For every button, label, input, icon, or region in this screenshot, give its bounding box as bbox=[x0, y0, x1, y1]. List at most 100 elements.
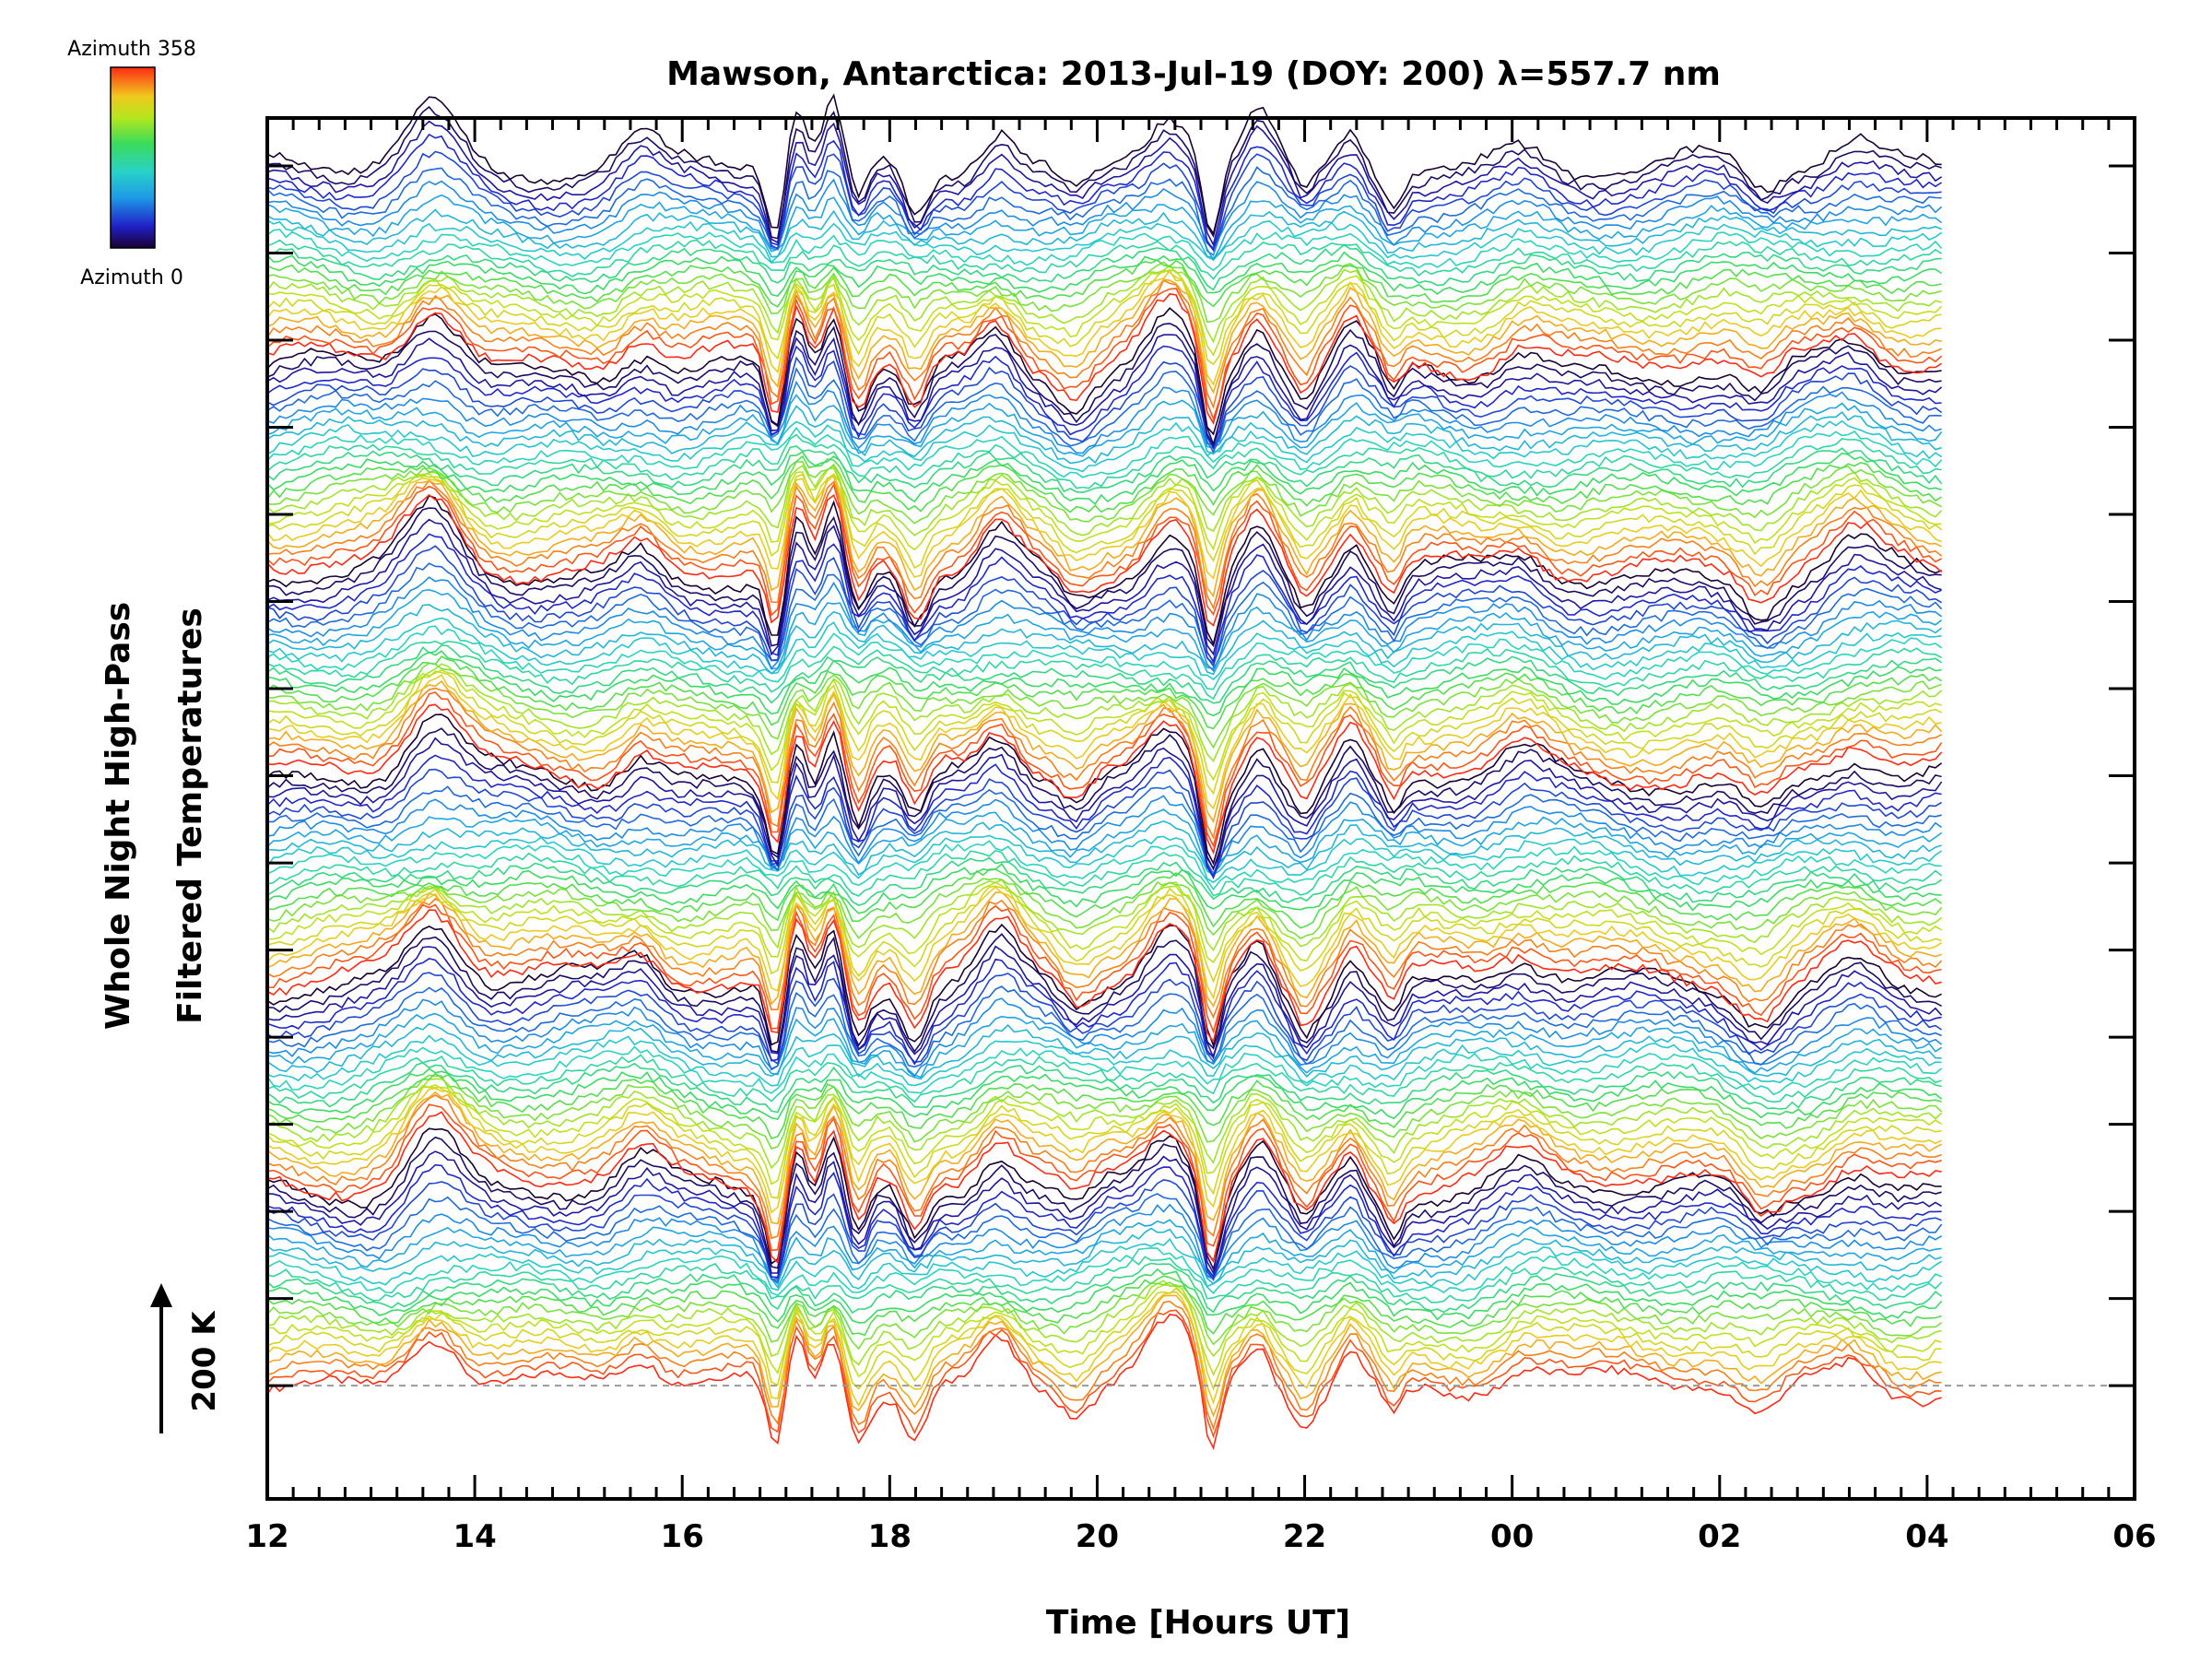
series-line bbox=[266, 93, 1942, 236]
series-line bbox=[266, 997, 1943, 1078]
series-line bbox=[266, 840, 1942, 891]
series-line bbox=[266, 1062, 1942, 1114]
series-line bbox=[266, 856, 1943, 906]
series-line bbox=[266, 1280, 1942, 1366]
series-line bbox=[266, 650, 1942, 717]
series-line bbox=[266, 292, 1943, 425]
series-line bbox=[266, 795, 1943, 875]
series-line bbox=[266, 862, 1942, 914]
series-line bbox=[266, 367, 1942, 454]
series-line bbox=[266, 239, 1943, 280]
series-line bbox=[266, 1300, 1942, 1431]
series-line bbox=[266, 1219, 1942, 1285]
scale-bar-arrowhead bbox=[150, 1283, 172, 1307]
series-line bbox=[266, 473, 1943, 570]
series-line bbox=[266, 662, 1942, 749]
series-line bbox=[266, 464, 1943, 537]
series-line bbox=[266, 1291, 1942, 1408]
series-line bbox=[266, 985, 1942, 1071]
colorbar: Azimuth 358 Azimuth 0 bbox=[67, 38, 196, 289]
x-tick-label: 02 bbox=[1698, 1518, 1741, 1555]
series-line bbox=[266, 909, 1942, 1044]
series-line bbox=[266, 655, 1943, 730]
series-line bbox=[266, 1072, 1942, 1140]
series-line bbox=[266, 494, 1942, 646]
series-line bbox=[266, 454, 1943, 513]
x-axis-ticks: 12 14 16 18 20 22 00 02 04 06 bbox=[245, 118, 2157, 1555]
series-line bbox=[266, 868, 1943, 929]
series-line bbox=[266, 219, 1943, 264]
series-line bbox=[266, 562, 1943, 665]
series-line bbox=[266, 269, 1942, 366]
scale-bar-label: 200 K bbox=[186, 1310, 223, 1412]
series-line bbox=[266, 426, 1943, 478]
series-line bbox=[266, 849, 1943, 897]
series-line bbox=[266, 903, 1942, 1034]
series-line bbox=[266, 1087, 1942, 1214]
series-line bbox=[266, 460, 1942, 525]
x-tick-label: 12 bbox=[245, 1518, 288, 1555]
series-line bbox=[266, 533, 1942, 664]
x-tick-label: 06 bbox=[2112, 1518, 2156, 1555]
series-line bbox=[266, 166, 1942, 251]
series-line bbox=[266, 1084, 1942, 1199]
series-line bbox=[266, 576, 1943, 673]
x-tick-label: 18 bbox=[868, 1518, 912, 1555]
series-line bbox=[266, 1074, 1943, 1150]
series-line bbox=[266, 617, 1942, 681]
series-line bbox=[266, 1163, 1942, 1279]
series-line bbox=[266, 1034, 1942, 1087]
series-line bbox=[266, 754, 1942, 879]
x-tick-label: 04 bbox=[1905, 1518, 1948, 1555]
series-line bbox=[266, 878, 1943, 939]
series-line bbox=[266, 451, 1942, 505]
series-line bbox=[266, 1287, 1942, 1391]
series-line bbox=[266, 473, 1942, 580]
series-line bbox=[266, 1314, 1942, 1451]
series-line bbox=[266, 479, 1943, 610]
series-line bbox=[266, 507, 1942, 648]
scale-bar: 200 K bbox=[150, 1283, 223, 1433]
series-line bbox=[266, 1067, 1943, 1121]
series-line bbox=[266, 251, 1943, 297]
series-line bbox=[266, 1091, 1942, 1225]
series-line bbox=[266, 405, 1942, 465]
series-line bbox=[266, 150, 1942, 253]
series-line bbox=[266, 345, 1942, 447]
colorbar-top-label: Azimuth 358 bbox=[67, 38, 196, 61]
series-line bbox=[266, 264, 1942, 344]
series-line bbox=[266, 1275, 1942, 1337]
series-line bbox=[266, 475, 1942, 598]
series-line bbox=[266, 687, 1942, 840]
series-line bbox=[266, 1309, 1942, 1439]
series-line bbox=[266, 1111, 1942, 1265]
x-tick-label: 22 bbox=[1283, 1518, 1326, 1555]
plot-lines bbox=[266, 93, 1943, 1451]
series-line bbox=[266, 1281, 1943, 1350]
series-line bbox=[266, 1022, 1942, 1080]
series-line bbox=[266, 604, 1943, 676]
series-line bbox=[266, 898, 1943, 1020]
series-line bbox=[266, 356, 1943, 451]
series-line bbox=[266, 1085, 1943, 1185]
series-line bbox=[266, 1150, 1943, 1275]
series-line bbox=[266, 891, 1942, 1008]
series-line bbox=[266, 178, 1943, 256]
series-line bbox=[266, 288, 1943, 421]
series-line bbox=[266, 269, 1942, 386]
series-line bbox=[266, 493, 1943, 627]
y-axis-ticks bbox=[267, 164, 2135, 1387]
series-line bbox=[266, 323, 1942, 447]
series-line bbox=[266, 394, 1943, 457]
x-axis-label: Time [Hours UT] bbox=[1046, 1604, 1350, 1642]
series-line bbox=[266, 208, 1942, 259]
colorbar-bottom-label: Azimuth 0 bbox=[80, 266, 183, 289]
series-line bbox=[266, 194, 1943, 262]
series-line bbox=[266, 464, 1942, 551]
series-line bbox=[266, 808, 1943, 875]
series-line bbox=[266, 1238, 1943, 1291]
series-line bbox=[266, 737, 1943, 870]
series-line bbox=[266, 278, 1942, 395]
series-line bbox=[266, 268, 1943, 357]
